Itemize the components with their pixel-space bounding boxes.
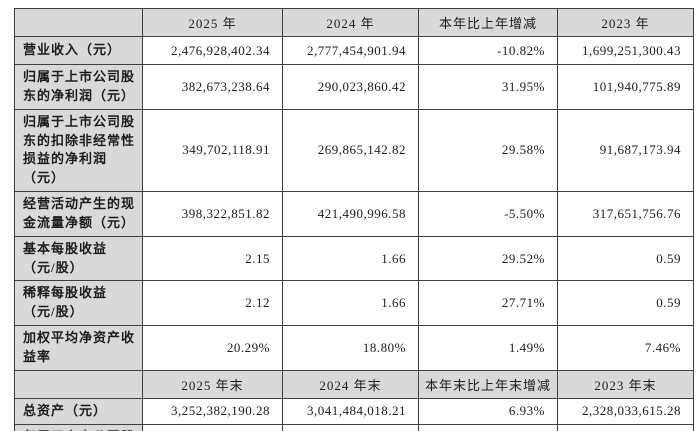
row-label-operating-cash-flow: 经营活动产生的现金流量净额（元）: [14, 191, 143, 237]
cell-value: 3,252,382,190.28: [142, 397, 283, 425]
cell-value: 1.66: [282, 235, 419, 282]
table-row: 总资产（元） 3,252,382,190.28 3,041,484,018.21…: [14, 397, 694, 425]
row-label-net-profit: 归属于上市公司股东的净利润（元）: [14, 64, 143, 110]
table-row: 归属于上市公司股东的净资产（元） 2,071,032,666.92 1,684,…: [14, 423, 694, 431]
cell-value: 1.66: [282, 280, 419, 327]
column-header-2023: 2023 年: [557, 8, 694, 37]
cell-value: 18.80%: [282, 325, 419, 371]
cell-value: 2,071,032,666.92: [142, 423, 283, 431]
cell-value: 2,328,033,615.28: [557, 397, 694, 425]
row-label-basic-eps: 基本每股收益（元/股）: [14, 235, 143, 282]
cell-value: 29.58%: [418, 108, 558, 193]
table-row: 经营活动产生的现金流量净额（元） 398,322,851.82 421,490,…: [14, 191, 694, 237]
cell-value: 6.93%: [418, 397, 558, 425]
cell-value: -5.50%: [418, 191, 558, 237]
cell-value: 31.95%: [418, 64, 558, 110]
row-label-weighted-roe: 加权平均净资产收益率: [14, 325, 143, 371]
cell-value: 290,023,860.42: [282, 64, 419, 110]
cell-value: 0.59: [557, 235, 694, 282]
row-label-net-assets: 归属于上市公司股东的净资产（元）: [14, 423, 143, 431]
table-row: 营业收入（元） 2,476,928,402.34 2,777,454,901.9…: [14, 36, 694, 65]
corner-cell: [14, 8, 143, 37]
cell-value: 2,777,454,901.94: [282, 36, 419, 65]
row-label-total-assets: 总资产（元）: [14, 397, 143, 425]
column-header-yearend-change: 本年末比上年末增减: [418, 369, 558, 399]
row-label-diluted-eps: 稀释每股收益（元/股）: [14, 280, 143, 327]
cell-value: 382,673,238.64: [142, 64, 283, 110]
table-row: 稀释每股收益（元/股） 2.12 1.66 27.71% 0.59: [14, 280, 694, 327]
cell-value: 2.12: [142, 280, 283, 327]
corner-cell: [14, 369, 143, 399]
table-row: 归属于上市公司股东的扣除非经常性损益的净利润（元） 349,702,118.91…: [14, 108, 694, 193]
cell-value: 2,476,928,402.34: [142, 36, 283, 65]
column-header-yoy-change: 本年比上年增减: [418, 8, 558, 37]
cell-value: 421,490,996.58: [282, 191, 419, 237]
cell-value: 7.46%: [557, 325, 694, 371]
cell-value: 398,322,851.82: [142, 191, 283, 237]
column-header-2024-yearend: 2024 年末: [282, 369, 419, 399]
table-row: 加权平均净资产收益率 20.29% 18.80% 1.49% 7.46%: [14, 325, 694, 371]
cell-value: 269,865,142.82: [282, 108, 419, 193]
cell-value: -10.82%: [418, 36, 558, 65]
cell-value: 101,940,775.89: [557, 64, 694, 110]
cell-value: 2.15: [142, 235, 283, 282]
column-header-2025-yearend: 2025 年末: [142, 369, 283, 399]
cell-value: 1.49%: [418, 325, 558, 371]
cell-value: 1,415,031,984.83: [557, 423, 694, 431]
cell-value: 1,684,748,620.81: [282, 423, 419, 431]
cell-value: 22.93%: [418, 423, 558, 431]
financial-summary-table: 2025 年 2024 年 本年比上年增减 2023 年 营业收入（元） 2,4…: [14, 8, 694, 431]
cell-value: 27.71%: [418, 280, 558, 327]
column-header-2024: 2024 年: [282, 8, 419, 37]
table-row: 基本每股收益（元/股） 2.15 1.66 29.52% 0.59: [14, 235, 694, 282]
cell-value: 349,702,118.91: [142, 108, 283, 193]
cell-value: 0.59: [557, 280, 694, 327]
row-label-net-profit-excl-nonrecurring: 归属于上市公司股东的扣除非经常性损益的净利润（元）: [14, 108, 143, 193]
cell-value: 3,041,484,018.21: [282, 397, 419, 425]
row-label-revenue: 营业收入（元）: [14, 36, 143, 65]
table-row: 2025 年 2024 年 本年比上年增减 2023 年: [14, 8, 694, 37]
table-row: 2025 年末 2024 年末 本年末比上年末增减 2023 年末: [14, 369, 694, 399]
table-row: 归属于上市公司股东的净利润（元） 382,673,238.64 290,023,…: [14, 64, 694, 110]
cell-value: 20.29%: [142, 325, 283, 371]
cell-value: 1,699,251,300.43: [557, 36, 694, 65]
cell-value: 317,651,756.76: [557, 191, 694, 237]
column-header-2025: 2025 年: [142, 8, 283, 37]
cell-value: 91,687,173.94: [557, 108, 694, 193]
column-header-2023-yearend: 2023 年末: [557, 369, 694, 399]
cell-value: 29.52%: [418, 235, 558, 282]
